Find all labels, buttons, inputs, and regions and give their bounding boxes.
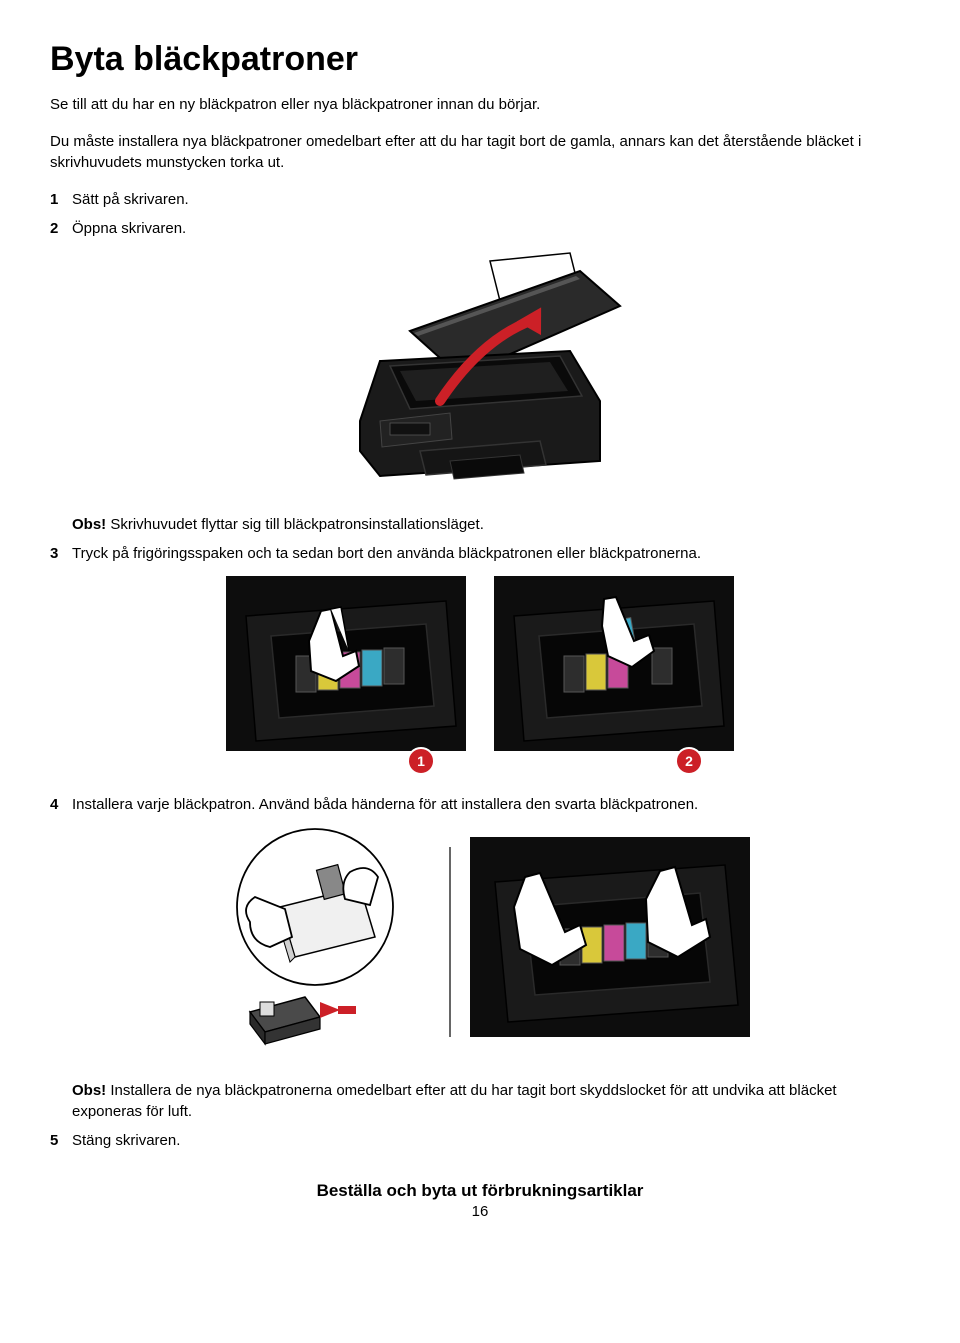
svg-text:1: 1 xyxy=(417,753,425,769)
note-1: Obs! Skrivhuvudet flyttar sig till bläck… xyxy=(72,514,910,535)
intro-text-1: Se till att du har en ny bläckpatron ell… xyxy=(50,94,910,115)
svg-text:2: 2 xyxy=(685,753,693,769)
step-number: 3 xyxy=(50,543,72,564)
step-number: 1 xyxy=(50,189,72,210)
intro-text-2: Du måste installera nya bläckpatroner om… xyxy=(50,131,910,173)
footer-section-title: Beställa och byta ut förbrukningsartikla… xyxy=(50,1181,910,1201)
figure-install-cartridge xyxy=(50,827,910,1062)
step-number: 4 xyxy=(50,794,72,815)
note-2: Obs! Installera de nya bläckpatronerna o… xyxy=(72,1080,910,1122)
note-text: Installera de nya bläckpatronerna omedel… xyxy=(72,1082,837,1120)
figure-remove-cartridge: 1 2 xyxy=(50,576,910,776)
step-text: Stäng skrivaren. xyxy=(72,1130,910,1151)
step-1: 1 Sätt på skrivaren. xyxy=(50,189,910,210)
step-text: Tryck på frigöringsspaken och ta sedan b… xyxy=(72,543,910,564)
step-5: 5 Stäng skrivaren. xyxy=(50,1130,910,1151)
page-footer: Beställa och byta ut förbrukningsartikla… xyxy=(50,1181,910,1220)
page-title: Byta bläckpatroner xyxy=(50,40,910,79)
note-label: Obs! xyxy=(72,516,106,533)
note-label: Obs! xyxy=(72,1082,106,1099)
footer-page-number: 16 xyxy=(50,1203,910,1220)
step-number: 2 xyxy=(50,218,72,239)
step-number: 5 xyxy=(50,1130,72,1151)
step-3: 3 Tryck på frigöringsspaken och ta sedan… xyxy=(50,543,910,564)
step-2: 2 Öppna skrivaren. xyxy=(50,218,910,239)
step-text: Sätt på skrivaren. xyxy=(72,189,910,210)
step-4: 4 Installera varje bläckpatron. Använd b… xyxy=(50,794,910,815)
step-text: Installera varje bläckpatron. Använd båd… xyxy=(72,794,910,815)
note-text: Skrivhuvudet flyttar sig till bläckpatro… xyxy=(110,516,484,533)
figure-open-printer xyxy=(50,251,910,496)
step-text: Öppna skrivaren. xyxy=(72,218,910,239)
